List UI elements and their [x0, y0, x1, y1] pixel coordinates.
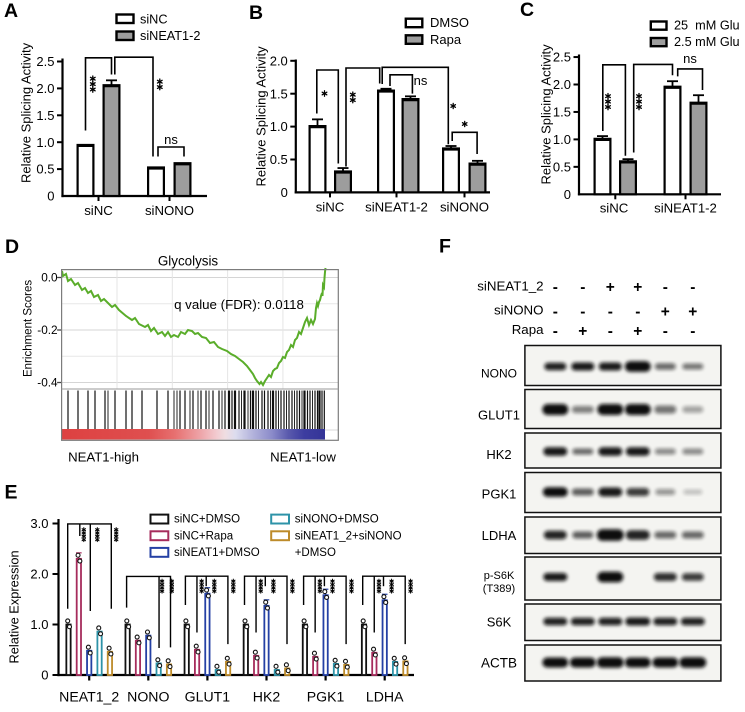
svg-text:F: F — [439, 236, 451, 258]
svg-text:+: + — [661, 304, 670, 321]
svg-text:ns: ns — [164, 132, 178, 147]
svg-text:2.0: 2.0 — [30, 567, 48, 582]
svg-text:-: - — [663, 323, 668, 340]
svg-text:-: - — [690, 323, 695, 340]
svg-text:0.0: 0.0 — [41, 271, 58, 285]
svg-text:siNEAT1_2+siNONO: siNEAT1_2+siNONO — [295, 530, 402, 542]
svg-text:+DMSO: +DMSO — [295, 547, 336, 559]
svg-text:siNC: siNC — [84, 203, 113, 218]
svg-text:-: - — [608, 323, 613, 340]
svg-text:-: - — [690, 279, 695, 296]
svg-text:-: - — [608, 304, 613, 321]
svg-text:-0.4: -0.4 — [37, 376, 58, 390]
svg-text:q value (FDR): 0.0118: q value (FDR): 0.0118 — [174, 297, 304, 312]
svg-text:siNC+Rapa: siNC+Rapa — [174, 530, 234, 542]
svg-text:0: 0 — [281, 185, 288, 200]
svg-text:-: - — [580, 279, 585, 296]
svg-text:-: - — [553, 279, 558, 296]
svg-text:Relative Splicing Activity: Relative Splicing Activity — [539, 44, 554, 185]
svg-text:siNC+DMSO: siNC+DMSO — [174, 514, 240, 526]
svg-text:DMSO: DMSO — [430, 15, 469, 30]
svg-text:1.0: 1.0 — [270, 119, 288, 134]
svg-text:2.0: 2.0 — [270, 53, 288, 68]
svg-text:25 mM Glu: 25 mM Glu — [674, 19, 740, 33]
svg-text:ns: ns — [683, 51, 697, 66]
svg-text:(T389): (T389) — [483, 583, 515, 595]
svg-text:1.5: 1.5 — [270, 86, 288, 101]
svg-text:0.5: 0.5 — [36, 162, 54, 177]
svg-text:+: + — [633, 323, 642, 340]
svg-text:1.0: 1.0 — [30, 617, 48, 632]
svg-text:-: - — [635, 304, 640, 321]
svg-text:siNEAT1+DMSO: siNEAT1+DMSO — [174, 547, 260, 559]
svg-text:1.5: 1.5 — [553, 105, 571, 120]
svg-text:S6K: S6K — [487, 615, 512, 630]
svg-text:0.5: 0.5 — [270, 152, 288, 167]
svg-text:Relative Splicing Activity: Relative Splicing Activity — [253, 46, 268, 187]
svg-text:2.0: 2.0 — [36, 81, 54, 96]
svg-text:1.0: 1.0 — [36, 135, 54, 150]
svg-text:NONO: NONO — [481, 367, 517, 381]
svg-text:0: 0 — [564, 187, 571, 202]
svg-text:p-S6K: p-S6K — [484, 570, 515, 582]
svg-text:NEAT1-high: NEAT1-high — [68, 450, 139, 465]
svg-text:0.5: 0.5 — [553, 159, 571, 174]
svg-text:GLUT1: GLUT1 — [478, 408, 520, 423]
svg-text:HK2: HK2 — [486, 447, 511, 462]
svg-text:siNEAT1-2: siNEAT1-2 — [365, 200, 428, 215]
svg-text:siNEAT1-2: siNEAT1-2 — [140, 29, 200, 43]
svg-text:siNONO: siNONO — [440, 200, 489, 215]
svg-text:2.5: 2.5 — [553, 50, 571, 65]
svg-text:LDHA: LDHA — [482, 528, 517, 543]
svg-text:-: - — [580, 304, 585, 321]
svg-text:LDHA: LDHA — [366, 689, 404, 705]
svg-text:1.5: 1.5 — [36, 108, 54, 123]
svg-text:NEAT1-low: NEAT1-low — [270, 450, 336, 465]
svg-text:siNONO: siNONO — [494, 303, 544, 318]
svg-text:ACTB: ACTB — [481, 656, 517, 671]
svg-text:siNONO: siNONO — [145, 203, 194, 218]
svg-text:Enrichment Scores: Enrichment Scores — [23, 280, 35, 377]
svg-text:siNC: siNC — [140, 12, 168, 26]
svg-text:2.0: 2.0 — [553, 77, 571, 92]
svg-text:ns: ns — [414, 73, 428, 88]
svg-text:PGK1: PGK1 — [307, 689, 345, 705]
svg-text:0: 0 — [41, 668, 48, 683]
svg-text:Rapa: Rapa — [512, 322, 544, 337]
svg-text:+: + — [578, 323, 587, 340]
svg-text:0: 0 — [47, 189, 54, 204]
svg-text:GLUT1: GLUT1 — [185, 689, 231, 705]
svg-text:Relative Splicing Activity: Relative Splicing Activity — [19, 42, 34, 183]
svg-text:-0.2: -0.2 — [37, 323, 57, 337]
svg-text:NEAT1_2: NEAT1_2 — [59, 689, 119, 705]
svg-text:2.5: 2.5 — [36, 54, 54, 69]
svg-text:+: + — [606, 279, 615, 296]
svg-text:-: - — [663, 279, 668, 296]
svg-text:-: - — [553, 304, 558, 321]
svg-text:A: A — [4, 0, 18, 22]
svg-text:HK2: HK2 — [253, 689, 281, 705]
svg-text:+: + — [633, 279, 642, 296]
svg-text:NONO: NONO — [127, 689, 169, 705]
svg-text:2.5 mM Glu: 2.5 mM Glu — [674, 35, 740, 49]
svg-text:PGK1: PGK1 — [482, 487, 517, 502]
svg-text:siNONO+DMSO: siNONO+DMSO — [295, 514, 379, 526]
svg-text:siNC: siNC — [316, 200, 345, 215]
svg-text:Relative Expression: Relative Expression — [7, 550, 22, 663]
svg-text:-: - — [553, 323, 558, 340]
svg-text:+: + — [688, 304, 697, 321]
svg-text:Rapa: Rapa — [430, 32, 462, 47]
svg-text:siNC: siNC — [600, 201, 629, 216]
svg-text:siNEAT1_2: siNEAT1_2 — [477, 279, 543, 294]
svg-text:D: D — [5, 236, 19, 258]
svg-text:B: B — [249, 2, 263, 24]
svg-text:C: C — [520, 0, 534, 21]
svg-text:Glycolysis: Glycolysis — [158, 254, 219, 269]
svg-text:E: E — [5, 482, 18, 504]
svg-text:1.0: 1.0 — [553, 132, 571, 147]
svg-text:siNEAT1-2: siNEAT1-2 — [654, 201, 717, 216]
svg-text:3.0: 3.0 — [30, 516, 48, 531]
